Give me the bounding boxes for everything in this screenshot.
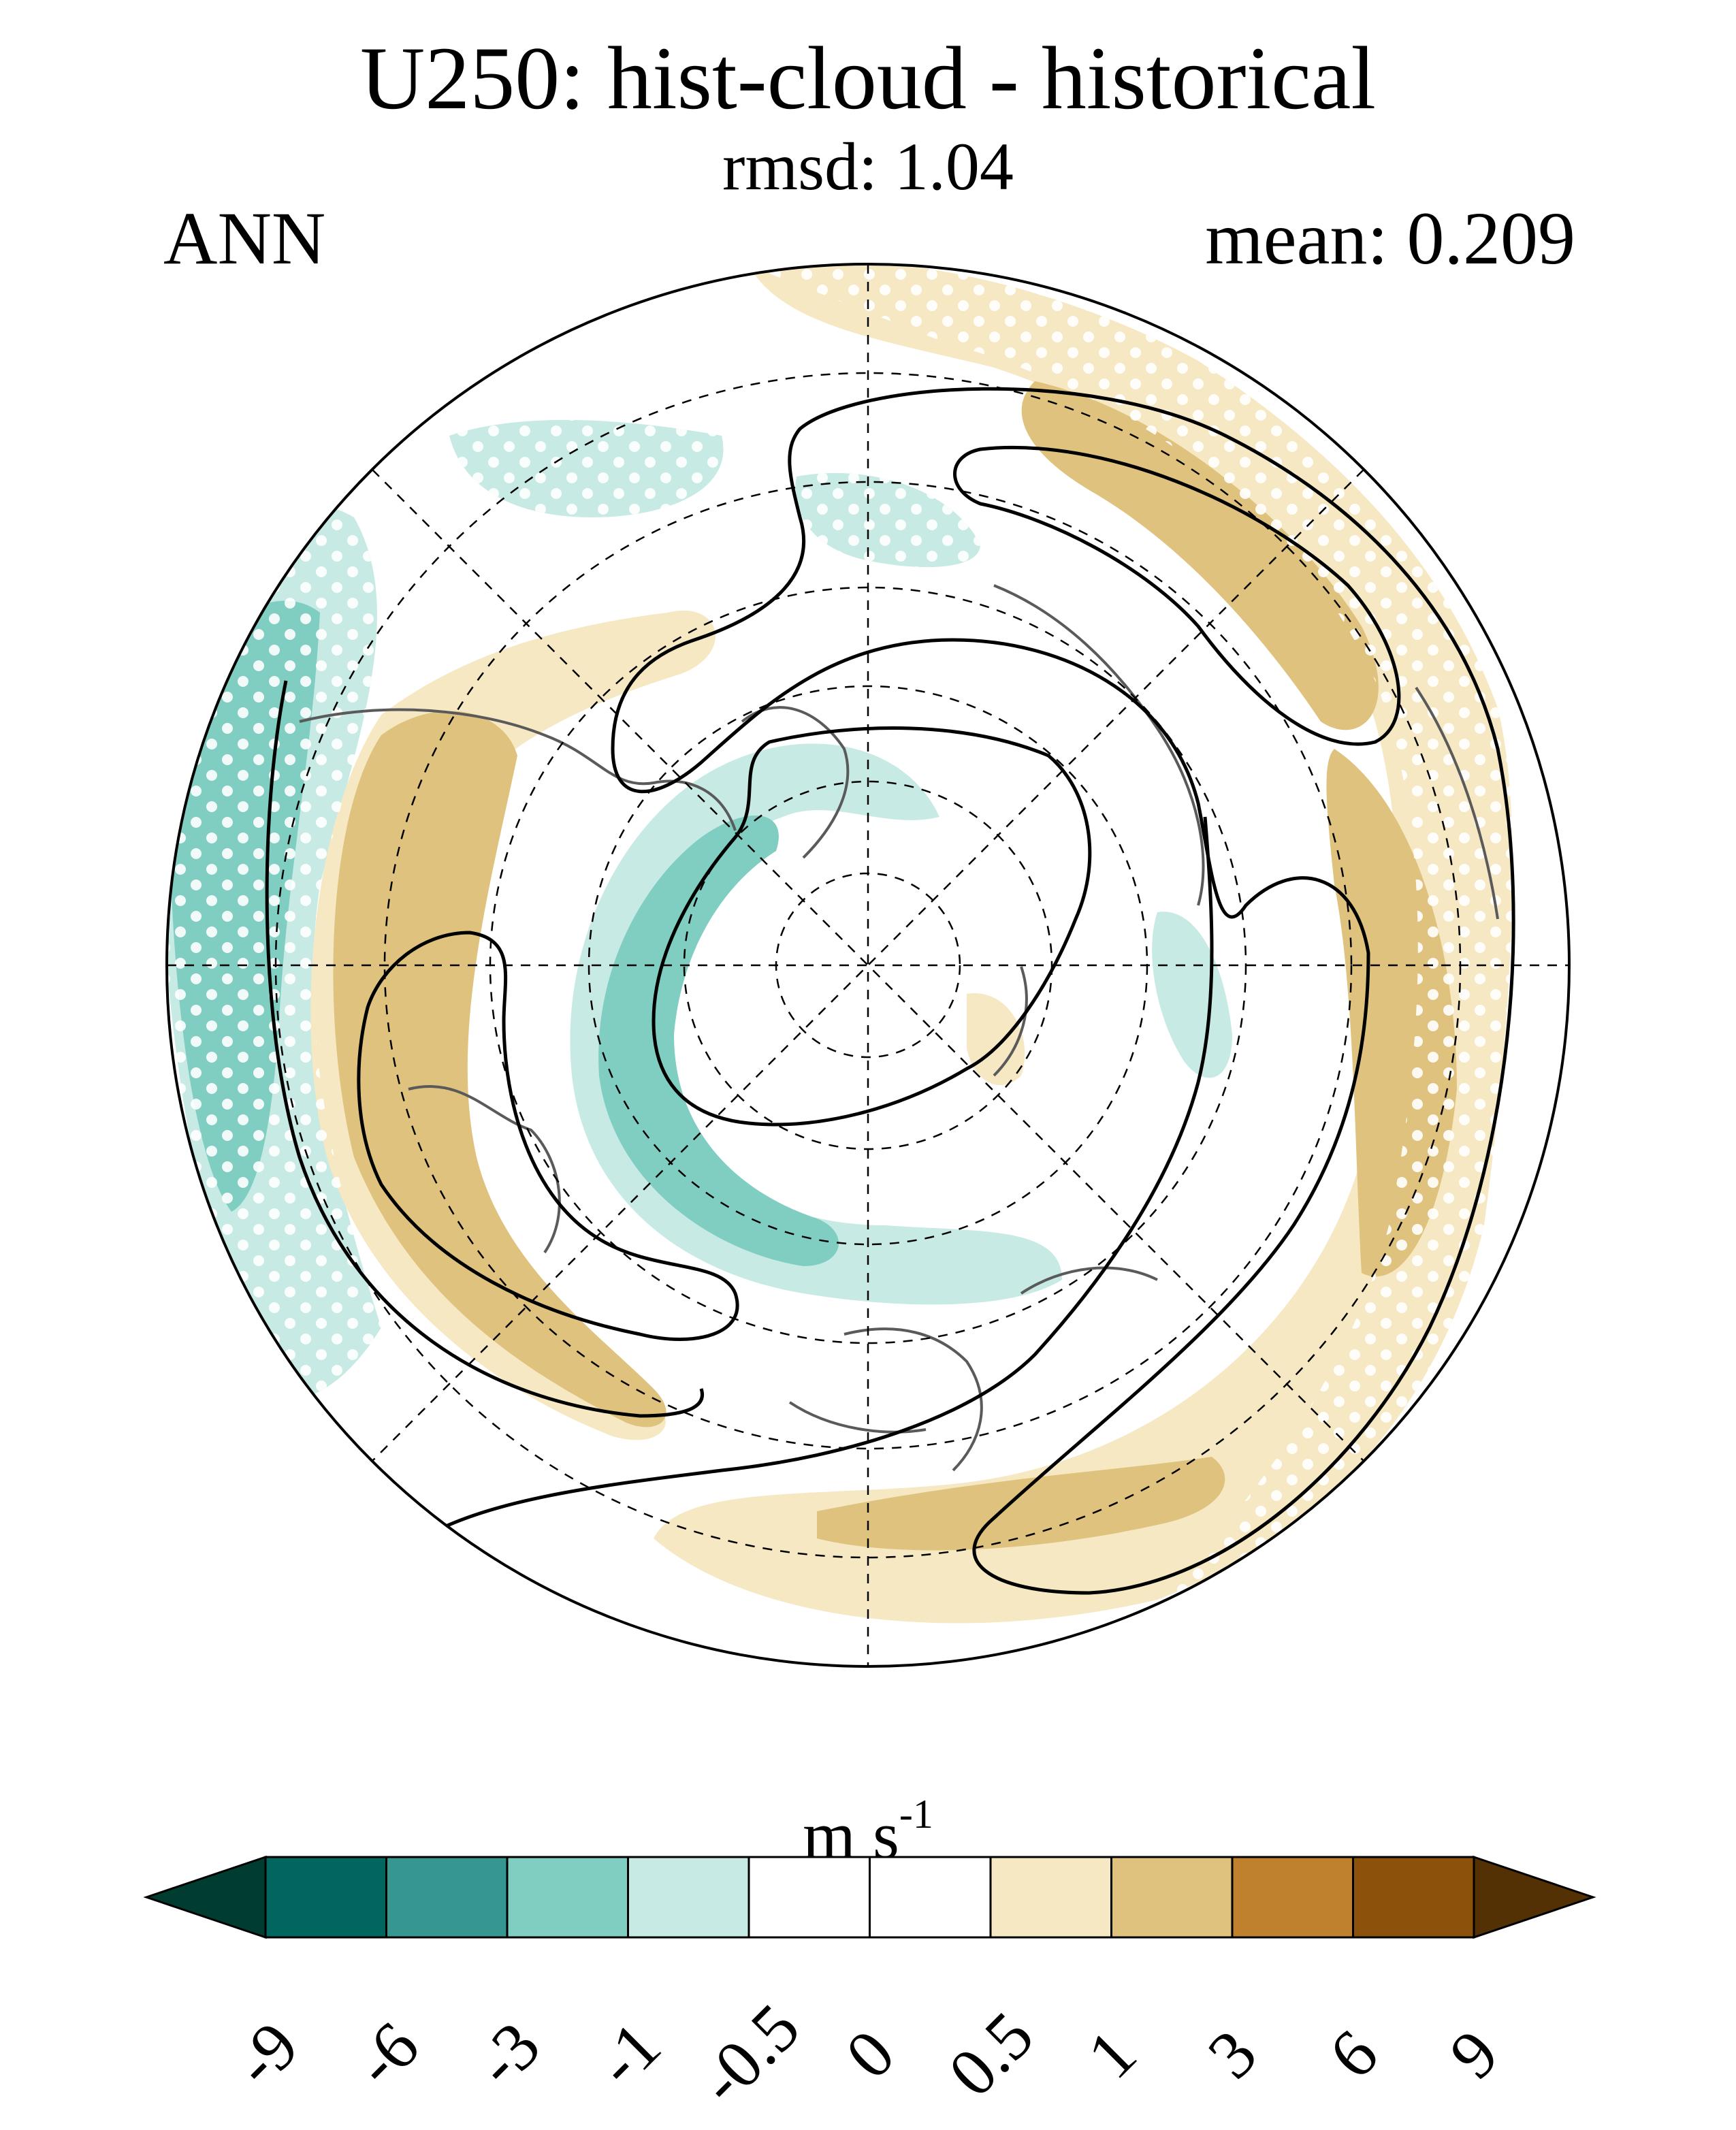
- colorbar-box: [989, 1856, 1112, 1939]
- colorbar-extend-low: [143, 1855, 267, 1939]
- colorbar-box: [1110, 1856, 1234, 1939]
- significance-stipple-north: [449, 419, 980, 568]
- plot-title: U250: hist-cloud - historical: [359, 28, 1377, 128]
- climatology-contours: [265, 387, 1515, 1595]
- coastlines: [299, 584, 1499, 1472]
- positive-anomaly-south-core: [817, 1457, 1225, 1551]
- units-exponent: -1: [899, 1792, 933, 1837]
- colorbar-box: [385, 1856, 509, 1939]
- mean-label: mean: 0.209: [1205, 197, 1575, 280]
- negative-anomaly-pole-core: [598, 815, 839, 1266]
- negative-anomaly-east: [1152, 911, 1232, 1078]
- graticule: [167, 264, 1569, 1666]
- colorbar-box: [869, 1856, 992, 1939]
- map-boundary: [165, 263, 1571, 1668]
- season-label: ANN: [163, 197, 326, 280]
- colorbar-box: [1352, 1856, 1475, 1939]
- positive-anomaly-west-core: [333, 711, 666, 1427]
- colorbar-extend-high: [1473, 1855, 1596, 1939]
- polar-map: [165, 263, 1571, 1668]
- colorbar-box: [627, 1856, 750, 1939]
- positive-anomaly-northeast-core: [1021, 381, 1379, 730]
- colorbar-box: [1231, 1856, 1354, 1939]
- colorbar-box: [748, 1856, 871, 1939]
- rmsd-label: rmsd: 1.04: [722, 129, 1014, 204]
- colorbar-box: [264, 1856, 387, 1939]
- positive-anomaly-pole: [967, 993, 1025, 1086]
- colorbar-box: [506, 1856, 629, 1939]
